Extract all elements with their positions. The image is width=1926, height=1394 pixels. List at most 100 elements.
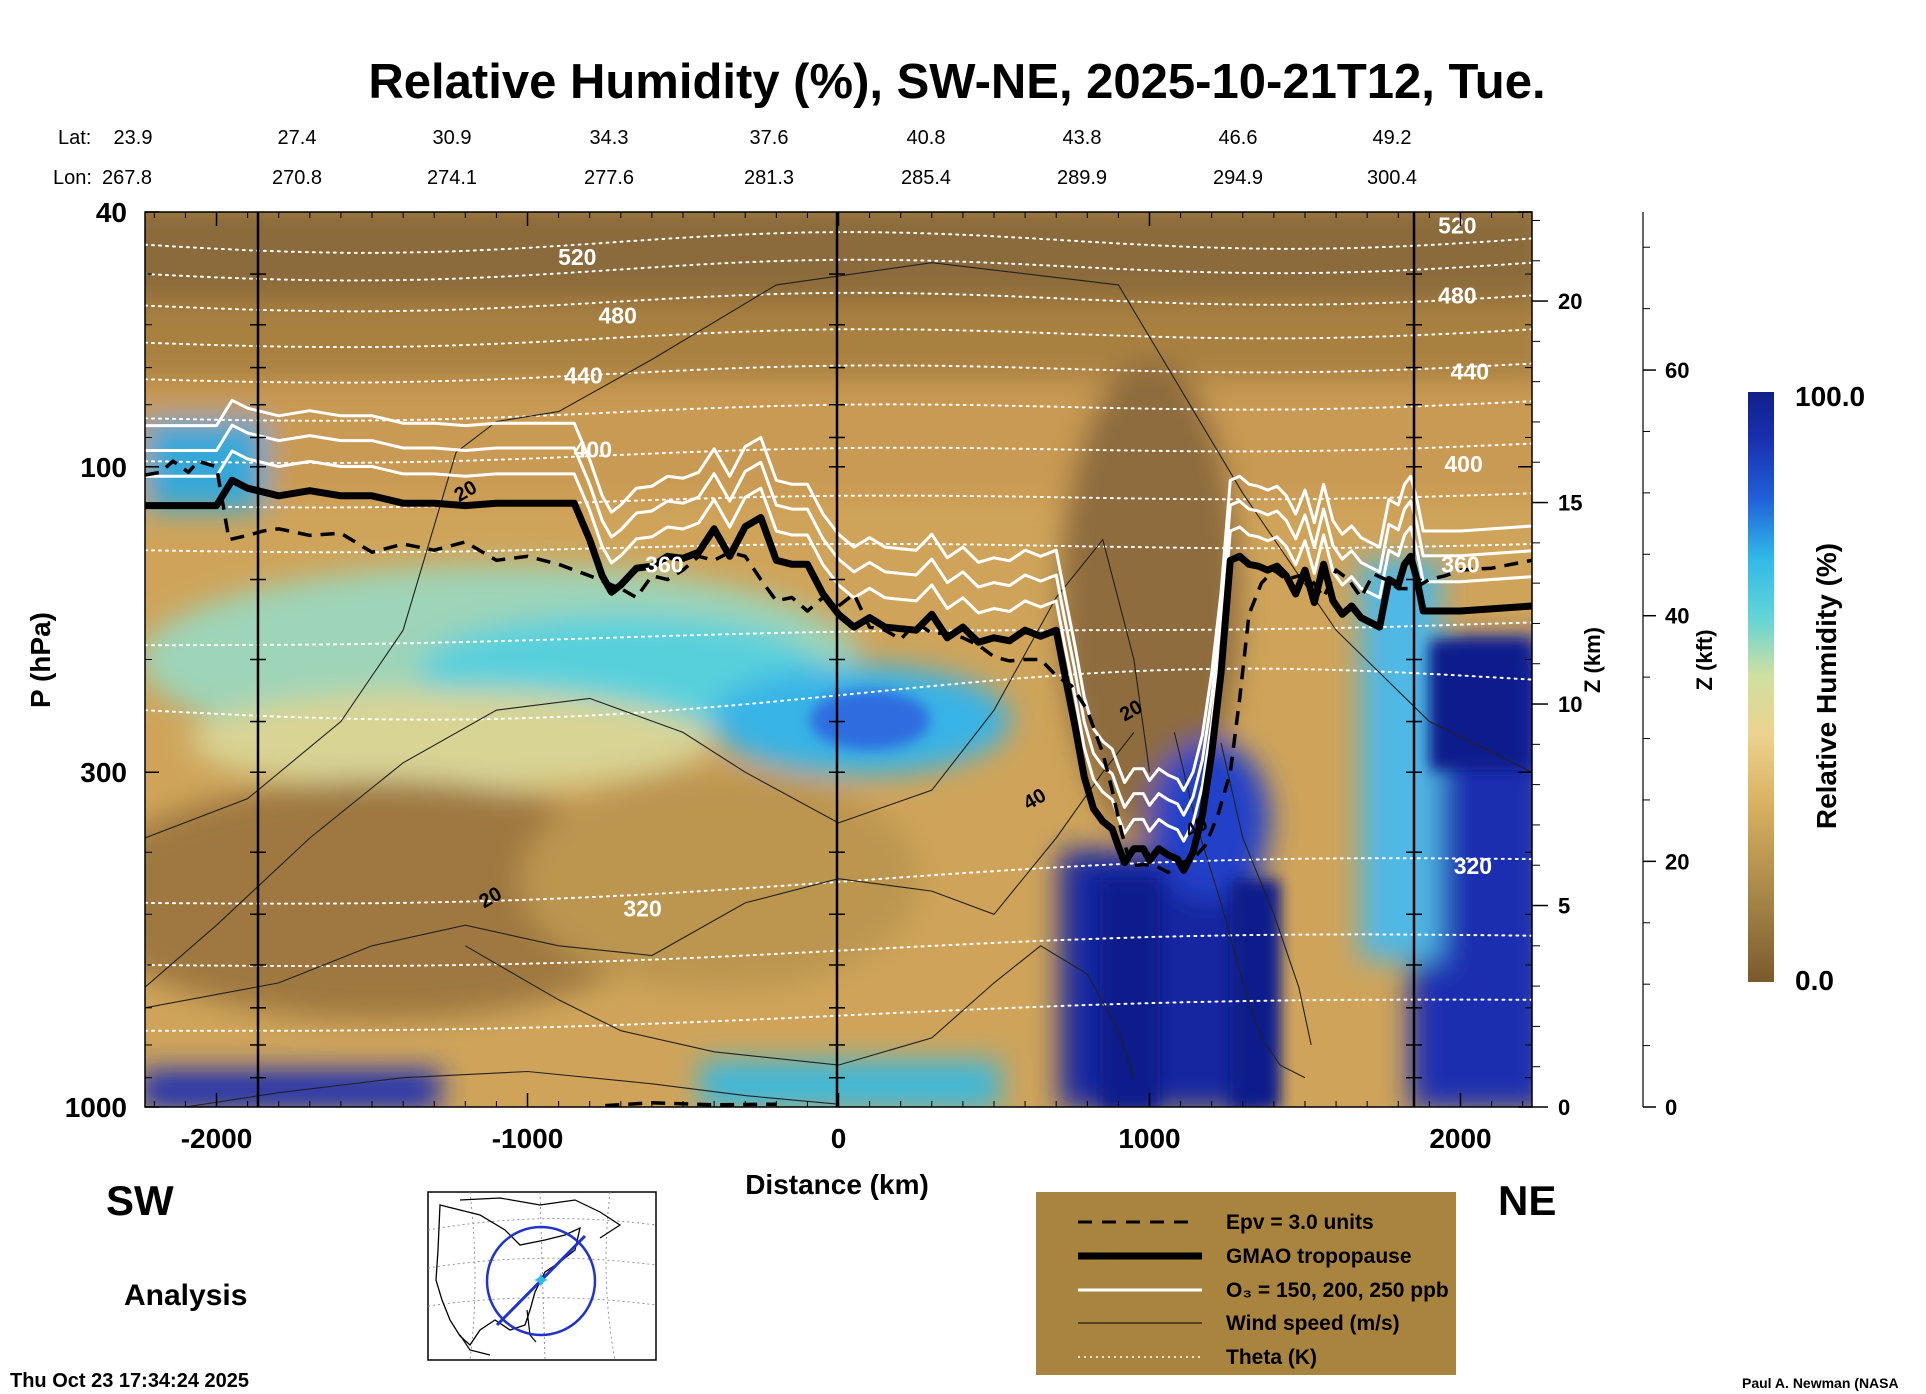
z-km-axis: 0 5 10 15 20 [1532,219,1582,1120]
lat-lon-header: Lat: Lon: 23.9 27.4 30.9 34.3 37.6 40.8 43.8 46… [53,127,1417,189]
z-kft-tick-label: 0 [1665,1095,1677,1120]
theta-label: 440 [1451,359,1489,385]
theta-label: 400 [1444,451,1482,477]
direction-ne: NE [1498,1177,1556,1224]
theta-label: 400 [574,437,612,463]
humidity-field [145,212,1532,1107]
colorbar [1748,392,1774,982]
theta-contour [145,231,1532,254]
y-tick-label: 40 [96,197,127,228]
ozone-contour [145,449,1532,843]
wind-contour [1220,742,1312,1046]
theta-label: 360 [645,551,683,577]
field-center-blue [810,690,930,750]
lat-value: 40.8 [907,127,946,149]
field-lower-tan [520,770,920,990]
theta-contour [145,291,1532,313]
theta-label: 320 [623,896,661,922]
tropopause-line [145,476,1532,874]
z-km-tick-label: 5 [1558,894,1570,919]
wind-contour [145,262,1532,839]
colorbar-min-label: 0.0 [1795,965,1834,996]
colorbar-max-label: 100.0 [1795,381,1865,412]
z-kft-label: Z (kft) [1692,629,1717,690]
y-tick-label: 1000 [65,1092,127,1123]
lat-label: Lat: [58,127,91,149]
x-tick-label: 0 [831,1123,847,1154]
legend-theta: Theta (K) [1226,1346,1317,1369]
theta-label: 520 [558,244,596,270]
x-tick-label: 2000 [1429,1123,1491,1154]
lat-value: 43.8 [1063,127,1102,149]
y-axis-label: P (hPa) [25,612,56,708]
x-tick-label: 1000 [1118,1123,1180,1154]
lon-value: 274.1 [427,167,477,189]
wind-contour [185,1070,839,1107]
lon-value: 289.9 [1057,167,1107,189]
inset-center-marker: ✦ [532,1268,550,1293]
lon-value: 267.8 [102,167,152,189]
y-tick-label: 300 [80,757,127,788]
wind-contour [145,538,1151,988]
lon-value: 294.9 [1213,167,1263,189]
lon-value: 277.6 [584,167,634,189]
overlay-lines: 5204804404003603205204804404003603202020… [145,213,1532,1107]
lat-values: 23.9 27.4 30.9 34.3 37.6 40.8 43.8 46.6 49.2 [114,127,1412,149]
lat-value: 30.9 [433,127,472,149]
lon-value: 285.4 [901,167,951,189]
lon-value: 281.3 [744,167,794,189]
inset-coastline [435,1204,581,1346]
legend-tropopause: GMAO tropopause [1226,1245,1412,1268]
y-tick-label: 100 [80,452,127,483]
theta-contour [145,442,1532,465]
theta-label: 480 [599,302,637,328]
field-plume-core [1100,880,1160,1107]
analysis-label: Analysis [124,1279,247,1312]
theta-label: 440 [564,362,602,388]
theta-contour [145,667,1532,721]
field-dry-intrusion [1060,360,1240,840]
legend-wind: Wind speed (m/s) [1226,1312,1400,1335]
z-kft-tick-label: 20 [1665,849,1689,874]
lon-label: Lon: [53,167,92,189]
z-km-label: Z (km) [1580,627,1605,693]
lat-value: 23.9 [114,127,153,149]
lon-value: 270.8 [272,167,322,189]
lat-value: 27.4 [278,127,317,149]
inset-section-line [495,1234,587,1327]
direction-sw: SW [106,1177,174,1224]
theta-label: 360 [1441,551,1479,577]
legend-ozone: O₃ = 150, 200, 250 ppb [1226,1279,1449,1302]
z-km-tick-label: 10 [1558,692,1582,717]
legend: Epv = 3.0 units GMAO tropopause O₃ = 150… [1036,1192,1456,1375]
chart-title: Relative Humidity (%), SW-NE, 2025-10-21… [368,55,1545,109]
field-ne-core [1430,640,1530,770]
ozone-contour [145,398,1532,792]
colorbar-title: Relative Humidity (%) [1811,543,1842,829]
x-axis: -2000 -1000 0 1000 2000 [153,212,1524,1154]
x-axis-label: Distance (km) [745,1169,929,1200]
lat-value: 37.6 [750,127,789,149]
theta-contour [145,857,1532,905]
lat-value: 49.2 [1373,127,1412,149]
ozone-contour [145,423,1532,817]
z-km-tick-label: 0 [1558,1095,1570,1120]
reference-ticks [250,273,1422,1079]
lon-value: 300.4 [1367,167,1417,189]
field-plume-core-2 [1230,880,1280,1107]
legend-epv: Epv = 3.0 units [1226,1211,1374,1234]
theta-label: 480 [1438,282,1476,308]
wind-contour [145,732,1135,1009]
z-km-tick-label: 20 [1558,289,1582,314]
theta-contour [145,998,1532,1032]
theta-contour [145,933,1532,968]
timestamp: Thu Oct 23 17:34:24 2025 [10,1370,249,1392]
theta-label: 320 [1454,853,1492,879]
x-tick-label: -1000 [492,1123,564,1154]
z-km-tick-label: 15 [1558,491,1582,516]
z-kft-tick-label: 40 [1665,604,1689,629]
z-kft-tick-label: 60 [1665,358,1689,383]
theta-contour [145,328,1532,349]
theta-contour [145,258,1532,282]
